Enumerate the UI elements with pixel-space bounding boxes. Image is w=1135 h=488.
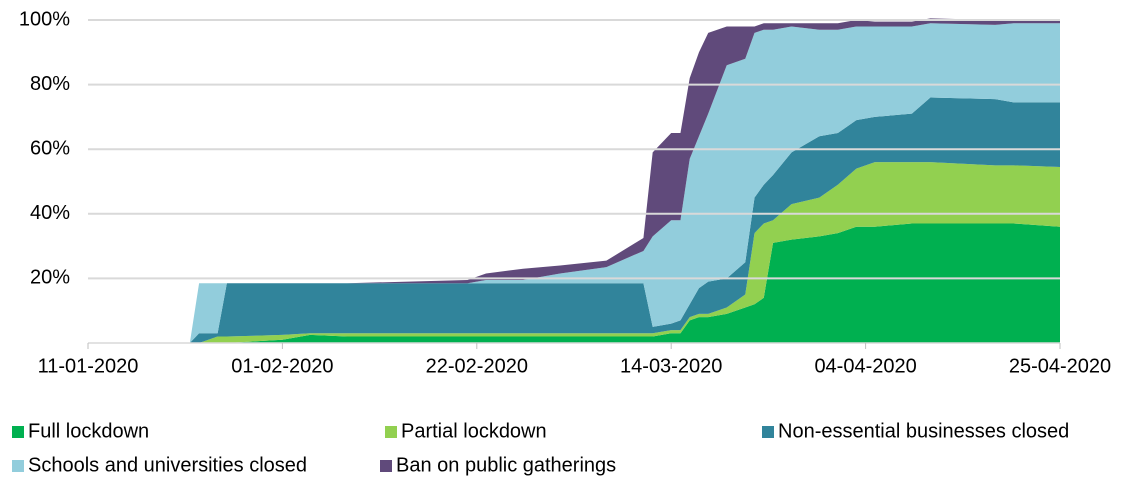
y-tick-label: 40%: [30, 202, 70, 224]
x-tick-label: 11-01-2020: [38, 355, 139, 377]
legend-label: Full lockdown: [28, 420, 149, 442]
x-tick-label: 14-03-2020: [620, 355, 722, 377]
legend-label: Partial lockdown: [401, 420, 547, 442]
y-tick-label: 20%: [30, 267, 70, 289]
area: [88, 223, 1060, 343]
x-tick-label: 01-02-2020: [231, 355, 333, 377]
legend-swatch: [385, 426, 397, 438]
legend-swatch: [380, 460, 392, 472]
area: [88, 97, 1060, 344]
y-tick-label: 80%: [30, 73, 70, 95]
y-tick-label: 100%: [19, 8, 70, 30]
legend-swatch: [12, 426, 24, 438]
legend-label: Schools and universities closed: [28, 454, 307, 476]
legend-swatch: [12, 460, 24, 472]
y-tick-label: 60%: [30, 137, 70, 159]
x-tick-label: 22-02-2020: [426, 355, 528, 377]
legend-label: Non-essential businesses closed: [778, 420, 1069, 442]
legend-label: Ban on public gatherings: [396, 454, 616, 476]
x-tick-label: 04-04-2020: [814, 355, 916, 377]
legend-swatch: [762, 426, 774, 438]
area: [88, 162, 1060, 343]
x-tick-label: 25-04-2020: [1009, 355, 1111, 377]
area: [88, 23, 1060, 343]
